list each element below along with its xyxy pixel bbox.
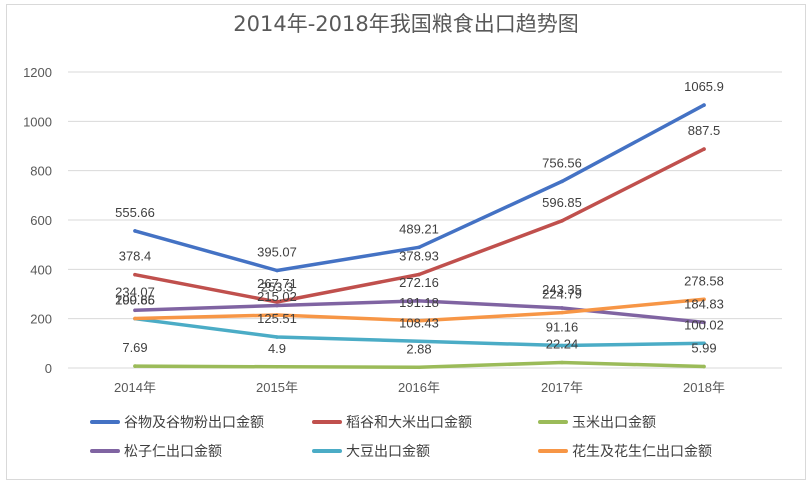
data-point bbox=[275, 300, 279, 304]
data-point bbox=[133, 272, 137, 277]
data-label: 887.5 bbox=[688, 123, 721, 138]
data-label: 2.88 bbox=[406, 341, 431, 356]
data-label: 199.85 bbox=[115, 293, 155, 308]
data-point bbox=[560, 218, 564, 223]
data-label: 5.99 bbox=[691, 341, 716, 356]
legend-item: 花生及花生仁出口金额 bbox=[538, 441, 738, 461]
data-point bbox=[560, 360, 564, 365]
data-point bbox=[133, 364, 137, 368]
data-point bbox=[702, 320, 706, 325]
data-label: 100.02 bbox=[684, 317, 724, 332]
y-tick-label: 1000 bbox=[23, 114, 52, 129]
data-label: 7.69 bbox=[122, 340, 147, 355]
legend-item: 大豆出口金额 bbox=[312, 441, 538, 461]
legend-swatch bbox=[312, 420, 342, 424]
data-point bbox=[133, 316, 137, 321]
y-tick-label: 200 bbox=[30, 312, 52, 327]
data-label: 395.07 bbox=[257, 245, 297, 260]
legend-item: 谷物及谷物粉出口金额 bbox=[90, 412, 312, 432]
data-point bbox=[275, 268, 279, 273]
legend-label: 松子仁出口金额 bbox=[124, 444, 222, 460]
legend-swatch bbox=[90, 449, 120, 453]
y-tick-label: 400 bbox=[30, 262, 52, 277]
y-tick-label: 800 bbox=[30, 164, 52, 179]
x-tick-label: 2016年 bbox=[398, 380, 440, 395]
y-axis-ticks: 0 200 400 600 800 1000 1200 bbox=[23, 65, 52, 376]
x-tick-label: 2015年 bbox=[256, 380, 298, 395]
data-labels: 555.66 395.07 489.21 756.56 1065.9 378.4 267.7… bbox=[115, 79, 724, 356]
data-label: 253.3 bbox=[261, 280, 294, 295]
data-point bbox=[417, 319, 421, 323]
data-point bbox=[275, 313, 279, 317]
data-point bbox=[560, 306, 564, 310]
legend-item: 稻谷和大米出口金额 bbox=[312, 412, 538, 432]
data-label: 22.24 bbox=[546, 337, 579, 352]
data-label: 1065.9 bbox=[684, 79, 724, 94]
data-label: 215.02 bbox=[257, 289, 297, 304]
data-label: 91.16 bbox=[546, 320, 579, 335]
data-label: 125.51 bbox=[257, 311, 297, 326]
data-label: 234.07 bbox=[115, 284, 155, 299]
data-label: 4.9 bbox=[268, 341, 286, 356]
data-point bbox=[275, 303, 279, 308]
legend-swatch bbox=[538, 449, 568, 453]
data-point bbox=[560, 179, 564, 184]
data-label: 108.43 bbox=[399, 315, 439, 330]
legend-swatch bbox=[538, 420, 568, 424]
legend-swatch bbox=[312, 449, 342, 453]
legend-label: 谷物及谷物粉出口金额 bbox=[124, 415, 264, 431]
data-label: 756.56 bbox=[542, 155, 582, 170]
x-axis-ticks: 2014年 2015年 2016年 2017年 2018年 bbox=[114, 380, 725, 395]
data-label: 224.79 bbox=[542, 287, 582, 302]
data-point bbox=[417, 339, 421, 344]
data-point bbox=[133, 229, 137, 233]
data-label: 596.85 bbox=[542, 195, 582, 210]
x-tick-label: 2014年 bbox=[114, 380, 156, 395]
data-point bbox=[702, 147, 706, 151]
y-tick-label: 0 bbox=[45, 361, 52, 376]
data-label: 191.18 bbox=[399, 295, 439, 310]
x-tick-label: 2018年 bbox=[683, 380, 725, 395]
data-label: 378.4 bbox=[119, 249, 152, 264]
data-point bbox=[275, 335, 279, 339]
y-tick-label: 600 bbox=[30, 213, 52, 228]
legend-label: 花生及花生仁出口金额 bbox=[572, 444, 712, 460]
legend-label: 稻谷和大米出口金额 bbox=[346, 415, 472, 431]
x-tick-label: 2017年 bbox=[541, 380, 583, 395]
data-label: 267.71 bbox=[257, 276, 297, 291]
legend-item: 松子仁出口金额 bbox=[90, 441, 312, 461]
data-point bbox=[702, 103, 706, 107]
legend-swatch bbox=[90, 420, 120, 424]
data-point bbox=[417, 299, 421, 303]
legend: 谷物及谷物粉出口金额 稻谷和大米出口金额 玉米出口金额松子仁出口金额 大豆出口金额 花生… bbox=[90, 412, 790, 461]
data-label: 272.16 bbox=[399, 275, 439, 290]
data-label: 489.21 bbox=[399, 221, 439, 236]
data-point bbox=[560, 310, 564, 315]
data-point bbox=[702, 364, 706, 369]
data-point bbox=[560, 343, 564, 348]
data-point bbox=[133, 308, 137, 313]
data-label: 200.66 bbox=[115, 293, 155, 308]
data-label: 243.35 bbox=[542, 282, 582, 297]
data-label: 555.66 bbox=[115, 205, 155, 220]
data-point bbox=[417, 365, 421, 370]
data-label: 184.83 bbox=[684, 296, 724, 311]
data-point bbox=[702, 297, 706, 302]
data-point bbox=[275, 364, 279, 369]
y-tick-label: 1200 bbox=[23, 65, 52, 80]
legend-item: 玉米出口金额 bbox=[538, 412, 738, 432]
data-point bbox=[417, 245, 421, 250]
series-lines bbox=[133, 103, 706, 370]
data-label: 378.93 bbox=[399, 249, 439, 264]
legend-label: 玉米出口金额 bbox=[572, 415, 656, 431]
chart-frame bbox=[6, 4, 806, 480]
data-label: 278.58 bbox=[684, 273, 724, 288]
legend-label: 大豆出口金额 bbox=[346, 444, 430, 460]
data-point bbox=[702, 341, 706, 346]
data-point bbox=[417, 272, 421, 277]
chart-title: 2014年-2018年我国粮食出口趋势图 bbox=[233, 12, 579, 36]
